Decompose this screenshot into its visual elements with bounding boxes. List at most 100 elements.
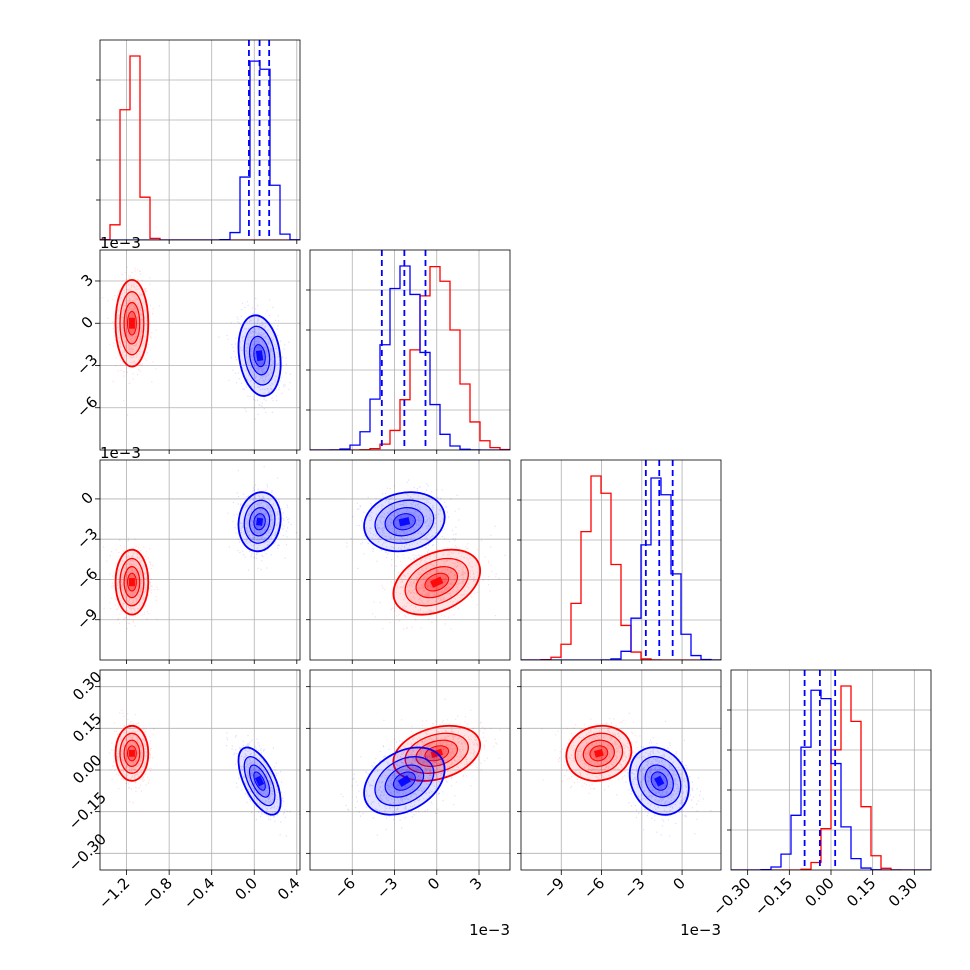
y-tick-label-2-1: −6 — [73, 565, 101, 593]
contour-blue-0 — [363, 491, 446, 553]
contour-blue-3 — [392, 771, 416, 791]
contour-red-0 — [114, 548, 150, 616]
x-tick-label-0-3: 0.0 — [231, 874, 261, 904]
scatter-panel-3-2 — [521, 670, 721, 870]
scatter-points-red — [541, 717, 652, 795]
contour-red-0 — [114, 724, 150, 782]
hist-step-blue-2 — [521, 477, 721, 660]
contour-blue-3 — [253, 771, 266, 791]
contour-blue-2 — [248, 335, 271, 376]
contour-blue-0 — [237, 314, 282, 397]
contour-blue-1 — [637, 756, 682, 807]
hist-step-red-2 — [521, 475, 721, 660]
contour-red-3 — [424, 745, 450, 762]
contour-red-3 — [589, 745, 609, 762]
contour-blue-2 — [248, 764, 271, 798]
contour-blue-1 — [374, 756, 435, 807]
contour-blue-0 — [237, 746, 282, 816]
contour-blue-3 — [253, 344, 266, 368]
x-tick-label-3-4: 0.30 — [885, 874, 921, 910]
y-offset-label-2: 1e−3 — [100, 444, 141, 462]
panel-frame-1-1 — [309, 249, 511, 451]
y-tick-label-3-1: −0.15 — [65, 788, 110, 833]
contour-blue-3 — [650, 771, 668, 791]
x-offset-label-2: 1e−3 — [680, 921, 721, 939]
contour-blue-2 — [384, 507, 425, 537]
scatter-panel-2-0 — [100, 460, 300, 660]
contour-red-1 — [119, 291, 145, 356]
contour-red-1 — [119, 732, 145, 774]
contour-blue-2 — [384, 764, 425, 798]
y-tick-label-2-0: −9 — [73, 605, 101, 633]
y-tick-label-2-3: 0 — [78, 488, 97, 507]
scatter-panel-3-0 — [100, 670, 300, 870]
contour-blue-1 — [243, 756, 276, 807]
x-tick-label-2-0: −9 — [540, 874, 568, 902]
x-tick-label-0-0: −1.2 — [95, 874, 133, 912]
contour-red-3 — [126, 572, 137, 592]
x-tick-label-3-2: 0.00 — [801, 874, 837, 910]
contour-red-3 — [424, 572, 450, 592]
y-tick-label-1-1: −3 — [73, 351, 101, 379]
contour-blue-0 — [628, 746, 690, 816]
y-tick-label-1-0: −6 — [73, 393, 101, 421]
contour-red-1 — [119, 557, 145, 607]
contour-blue-0 — [237, 491, 282, 553]
histogram-panel-0 — [100, 40, 300, 240]
contour-red-1 — [404, 732, 469, 774]
x-tick-label-3-3: 0.15 — [843, 874, 879, 910]
scatter-points-red — [372, 532, 510, 630]
panel-frame-2-2 — [520, 459, 722, 661]
x-tick-label-0-4: 0.4 — [274, 874, 304, 904]
x-offset-label-1: 1e−3 — [469, 921, 510, 939]
contour-blue-1 — [243, 325, 276, 386]
x-tick-label-1-0: −6 — [331, 874, 359, 902]
panel-frame-2-0 — [99, 459, 301, 661]
x-tick-label-3-0: −0.30 — [709, 874, 754, 919]
contour-blue-1 — [374, 499, 435, 544]
contour-blue-3 — [253, 513, 266, 531]
y-tick-label-1-2: 0 — [78, 313, 97, 332]
x-tick-label-2-2: −3 — [620, 874, 648, 902]
contour-red-1 — [574, 732, 624, 774]
y-offset-label-1: 1e−3 — [100, 234, 141, 252]
y-tick-label-2-2: −3 — [73, 524, 101, 552]
contour-red-3 — [126, 745, 137, 762]
contour-red-2 — [123, 566, 141, 599]
contour-red-0 — [565, 724, 633, 782]
x-tick-label-3-1: −0.15 — [751, 874, 796, 919]
scatter-panel-3-1 — [310, 670, 510, 870]
x-tick-label-2-1: −6 — [580, 874, 608, 902]
contour-red-2 — [123, 301, 141, 345]
contour-blue-2 — [248, 507, 271, 537]
contour-red-2 — [415, 739, 459, 768]
contour-blue-0 — [363, 746, 446, 816]
x-tick-label-0-1: −0.8 — [137, 874, 175, 912]
contour-red-0 — [392, 548, 482, 616]
contour-blue-3 — [392, 513, 416, 531]
panel-frame-1-0 — [99, 249, 301, 451]
x-tick-label-1-3: 3 — [466, 874, 485, 893]
histogram-panel-3 — [731, 670, 931, 870]
scatter-panel-2-1 — [310, 460, 510, 660]
contour-red-2 — [415, 566, 459, 599]
contour-blue-2 — [644, 764, 674, 798]
contour-red-1 — [404, 557, 469, 607]
scatter-panel-1-0 — [100, 250, 300, 450]
scatter-points-red — [102, 250, 161, 416]
x-tick-label-0-2: −0.4 — [180, 874, 218, 912]
x-tick-label-1-2: 0 — [424, 874, 443, 893]
x-tick-label-2-3: 0 — [669, 874, 688, 893]
contour-blue-1 — [243, 499, 276, 544]
contour-red-0 — [114, 278, 150, 368]
contour-red-2 — [123, 739, 141, 768]
contour-red-3 — [126, 310, 137, 336]
histogram-panel-2 — [521, 460, 721, 660]
x-tick-label-1-1: −3 — [373, 874, 401, 902]
contour-red-2 — [582, 739, 615, 768]
panel-frame-2-1 — [309, 459, 511, 661]
panel-frame-0-0 — [99, 39, 301, 241]
histogram-panel-1 — [310, 250, 510, 450]
y-tick-label-3-0: −0.30 — [65, 830, 110, 875]
